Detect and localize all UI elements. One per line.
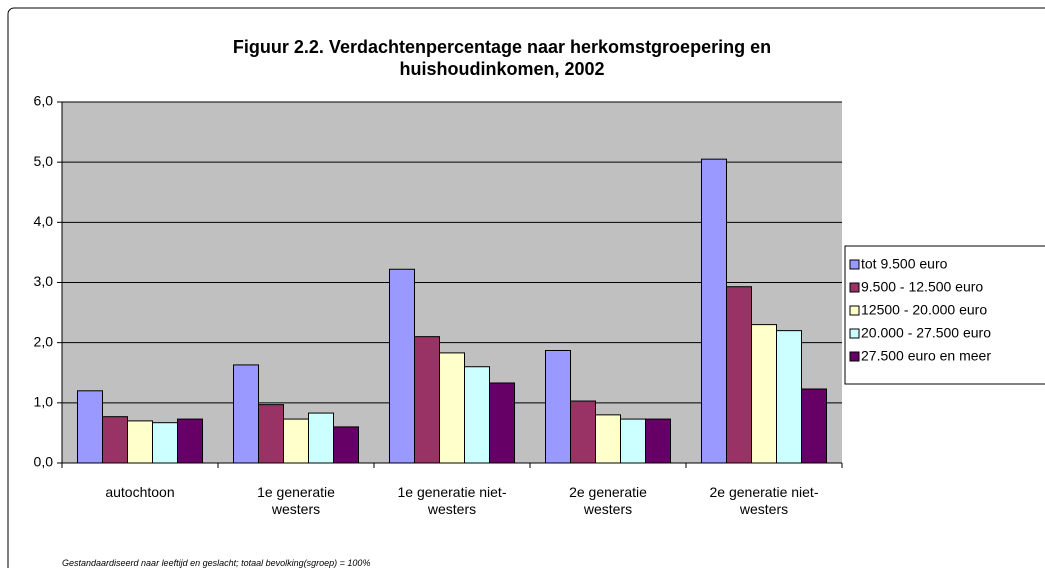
bar [414, 336, 440, 464]
x-tick-label: autochtoon [105, 484, 175, 500]
y-tick-label: 4,0 [34, 213, 54, 229]
footnote: Gestandaardiseerd naar leeftijd en gesla… [62, 558, 371, 568]
bar [595, 414, 621, 464]
bar [489, 382, 515, 464]
bar [283, 418, 309, 464]
legend-swatch [849, 259, 860, 270]
legend-label: 27.500 euro en meer [861, 348, 991, 364]
x-tick-label: 1e generatie niet-westers [397, 484, 507, 517]
legend-label: 12500 - 20.000 euro [861, 302, 987, 318]
y-tick-label: 6,0 [34, 93, 54, 109]
bar [439, 352, 465, 464]
legend-label: 9.500 - 12.500 euro [861, 279, 983, 295]
bar [308, 412, 334, 464]
bar [102, 416, 128, 464]
bar [570, 400, 596, 464]
bar [701, 158, 727, 464]
legend-box [844, 245, 1045, 385]
legend-label: 20.000 - 27.500 euro [861, 325, 991, 341]
bar [776, 330, 802, 464]
y-tick-label: 5,0 [34, 153, 54, 169]
bar [233, 364, 259, 464]
bar [389, 268, 415, 464]
bar [127, 420, 153, 464]
bar [464, 366, 490, 464]
x-tick-label: 2e generatie westers [569, 484, 647, 517]
bar [258, 404, 284, 464]
legend-label: tot 9.500 euro [861, 256, 948, 272]
bar [77, 390, 103, 464]
bar [152, 422, 178, 464]
y-tick-label: 3,0 [34, 273, 54, 289]
x-tick-label: 1e generatie westers [257, 484, 335, 517]
bar [645, 418, 671, 464]
bar [333, 426, 359, 464]
legend-swatch [849, 328, 860, 339]
chart-title: Figuur 2.2. Verdachtenpercentage naar he… [232, 37, 772, 79]
bar [545, 349, 571, 464]
bar [620, 418, 646, 464]
legend-swatch [849, 282, 860, 293]
y-tick-label: 0,0 [34, 454, 54, 470]
y-tick-label: 2,0 [34, 333, 54, 349]
bar [801, 388, 827, 464]
legend-swatch [849, 351, 860, 362]
bar [751, 324, 777, 464]
bar [177, 418, 203, 464]
y-tick-label: 1,0 [34, 394, 54, 410]
x-tick-label: 2e generatie niet-westers [709, 484, 819, 517]
bar [726, 286, 752, 464]
legend-swatch [849, 305, 860, 316]
